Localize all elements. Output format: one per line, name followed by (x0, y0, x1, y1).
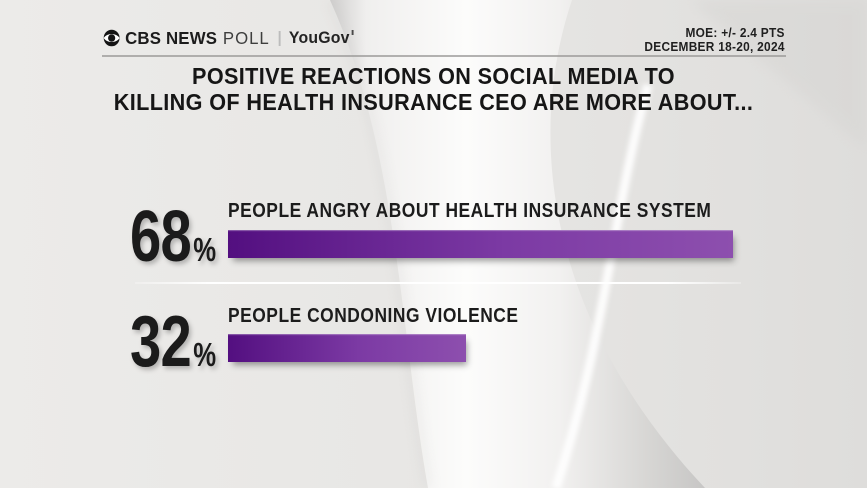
bar-label-angry-about-system: PEOPLE ANGRY ABOUT HEALTH INSURANCE SYST… (228, 200, 712, 222)
value-68-percent: 68 % (130, 201, 240, 273)
brand-show: POLL (222, 27, 270, 48)
value-digits: 68 (130, 197, 192, 277)
percent-sign: % (193, 336, 217, 373)
chart-title: POSITIVE REACTIONS ON SOCIAL MEDIA TO KI… (0, 63, 867, 116)
header-rule (102, 55, 786, 57)
margin-of-error: MOE: +/- 2.4 PTS (685, 26, 785, 40)
value-digits: 32 (130, 302, 192, 382)
poll-dates: DECEMBER 18-20, 2024 (644, 40, 785, 54)
bar-label-condoning-violence: PEOPLE CONDONING VIOLENCE (228, 305, 519, 327)
row-divider (135, 282, 741, 284)
brand-network: CBS NEWS (125, 27, 218, 48)
value-32-percent: 32 % (130, 306, 240, 378)
brand-separator (278, 30, 281, 46)
bar-condoning-violence (228, 334, 466, 362)
percent-sign: % (193, 231, 217, 268)
poll-meta: MOE: +/- 2.4 PTS DECEMBER 18-20, 2024 (645, 26, 785, 54)
cbs-eye-icon (103, 29, 120, 47)
chart-title-line1: POSITIVE REACTIONS ON SOCIAL MEDIA TO (192, 63, 675, 89)
chart-title-line2: KILLING OF HEALTH INSURANCE CEO ARE MORE… (113, 89, 754, 116)
brand-lockup: CBS NEWS POLL YouGov (103, 27, 354, 49)
yougov-trademark-icon (351, 29, 354, 35)
bar-angry-about-system (228, 230, 733, 258)
brand-partner: YouGov (289, 29, 354, 48)
